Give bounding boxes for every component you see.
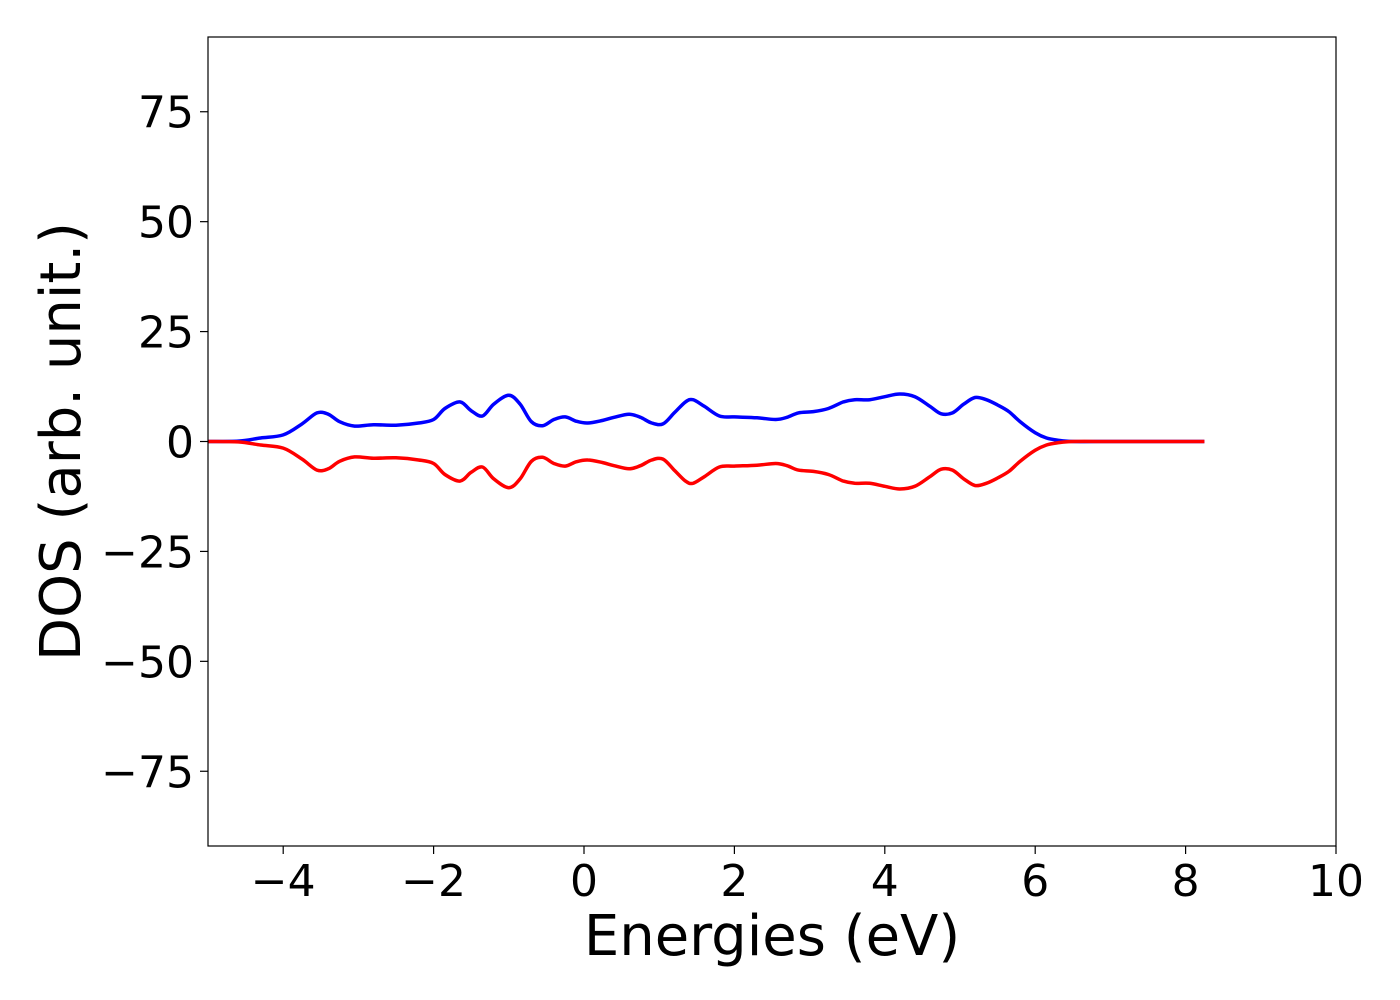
y-tick-label: 75 bbox=[138, 88, 194, 139]
x-tick-label: 10 bbox=[1308, 856, 1364, 907]
x-tick-label: 8 bbox=[1172, 856, 1200, 907]
x-tick-label: 0 bbox=[570, 856, 598, 907]
y-axis: 75 50 25 0 −25 −50 −75 bbox=[101, 88, 208, 798]
y-tick-label: 50 bbox=[138, 198, 194, 249]
y-tick-label: 0 bbox=[166, 418, 194, 469]
y-tick-label: −50 bbox=[101, 637, 194, 688]
x-tick-label: −4 bbox=[251, 856, 316, 907]
y-tick-label: 25 bbox=[138, 308, 194, 359]
x-axis: −4 −2 0 2 4 6 8 10 bbox=[251, 846, 1364, 907]
x-tick-label: 6 bbox=[1021, 856, 1049, 907]
x-tick-label: 4 bbox=[871, 856, 899, 907]
y-tick-label: −25 bbox=[101, 527, 194, 578]
series-line-up bbox=[207, 392, 1205, 444]
series-layer bbox=[207, 392, 1205, 491]
x-tick-label: 2 bbox=[720, 856, 748, 907]
x-tick-label: −2 bbox=[401, 856, 466, 907]
y-axis-label: DOS (arb. unit.) bbox=[29, 222, 94, 661]
series-line-down bbox=[207, 439, 1205, 491]
y-tick-label: −75 bbox=[101, 747, 194, 798]
x-axis-label: Energies (eV) bbox=[584, 904, 960, 969]
